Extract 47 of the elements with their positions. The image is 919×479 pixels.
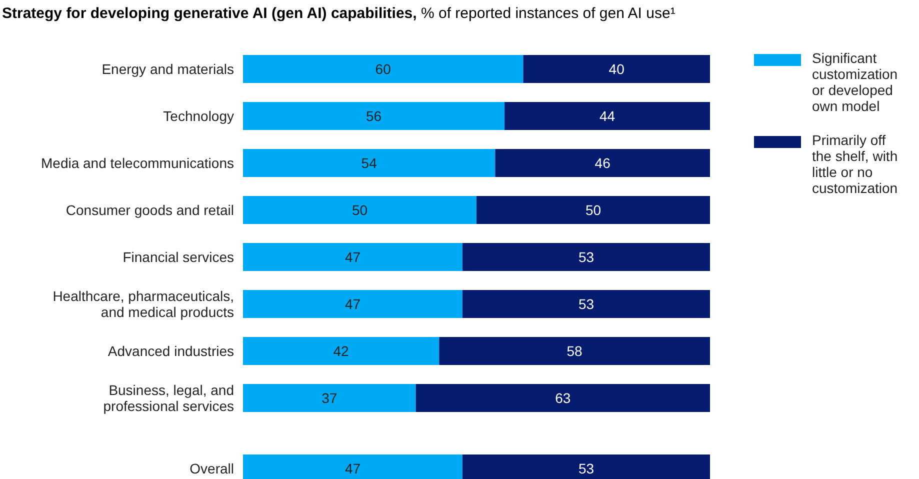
y-tick-label: Consumer goods and retail [66, 202, 234, 218]
data-label: 50 [352, 202, 368, 218]
data-label: 53 [578, 460, 594, 476]
bar [416, 384, 710, 412]
bar [243, 290, 462, 318]
data-label: 47 [344, 460, 361, 476]
y-tick-label: Financial services [122, 248, 234, 265]
bar [495, 149, 710, 177]
legend-label: Significant customization or developed own model [812, 50, 898, 114]
legend-label: Primarily off the shelf, with little or no customization [812, 132, 898, 196]
y-tick-label: Media and telecommunications [41, 154, 234, 171]
bar [462, 243, 710, 271]
data-label: 50 [585, 202, 602, 218]
data-label: 54 [361, 154, 378, 171]
bar [476, 196, 710, 224]
bar [243, 337, 440, 365]
data-label: 47 [344, 248, 361, 265]
data-label: 37 [322, 390, 338, 406]
y-tick-label: Overall [190, 460, 234, 476]
y-tick-label: Energy and materials [102, 60, 234, 77]
bar [243, 55, 524, 83]
data-label: 47 [344, 296, 361, 312]
data-label: 53 [578, 296, 594, 312]
bar [243, 149, 496, 177]
bar [439, 337, 710, 365]
bar [462, 290, 710, 318]
chart-title: Strategy for developing generative AI (gen AI) capabilities, [2, 5, 417, 22]
bar [243, 384, 416, 412]
data-label: 46 [594, 154, 611, 171]
y-tick-label: Business, legal, and professional services [103, 382, 234, 414]
data-label: 63 [555, 390, 571, 406]
bar [523, 55, 710, 83]
data-label: 53 [578, 248, 594, 265]
data-label: 44 [599, 108, 616, 124]
bar [243, 196, 476, 224]
data-label: 40 [608, 60, 625, 77]
y-tick-label: Advanced industries [108, 342, 234, 359]
y-tick-label: Healthcare, pharmaceuticals, and medical products [52, 288, 234, 320]
bar [243, 243, 462, 271]
data-label: 58 [566, 342, 583, 359]
bar [243, 102, 505, 130]
data-label: 56 [366, 108, 382, 124]
data-label: 42 [333, 342, 350, 359]
chart-subtitle: % of reported instances of gen AI use¹ [416, 5, 676, 22]
bar [504, 102, 710, 130]
y-tick-label: Technology [163, 108, 234, 124]
data-label: 60 [375, 60, 392, 77]
